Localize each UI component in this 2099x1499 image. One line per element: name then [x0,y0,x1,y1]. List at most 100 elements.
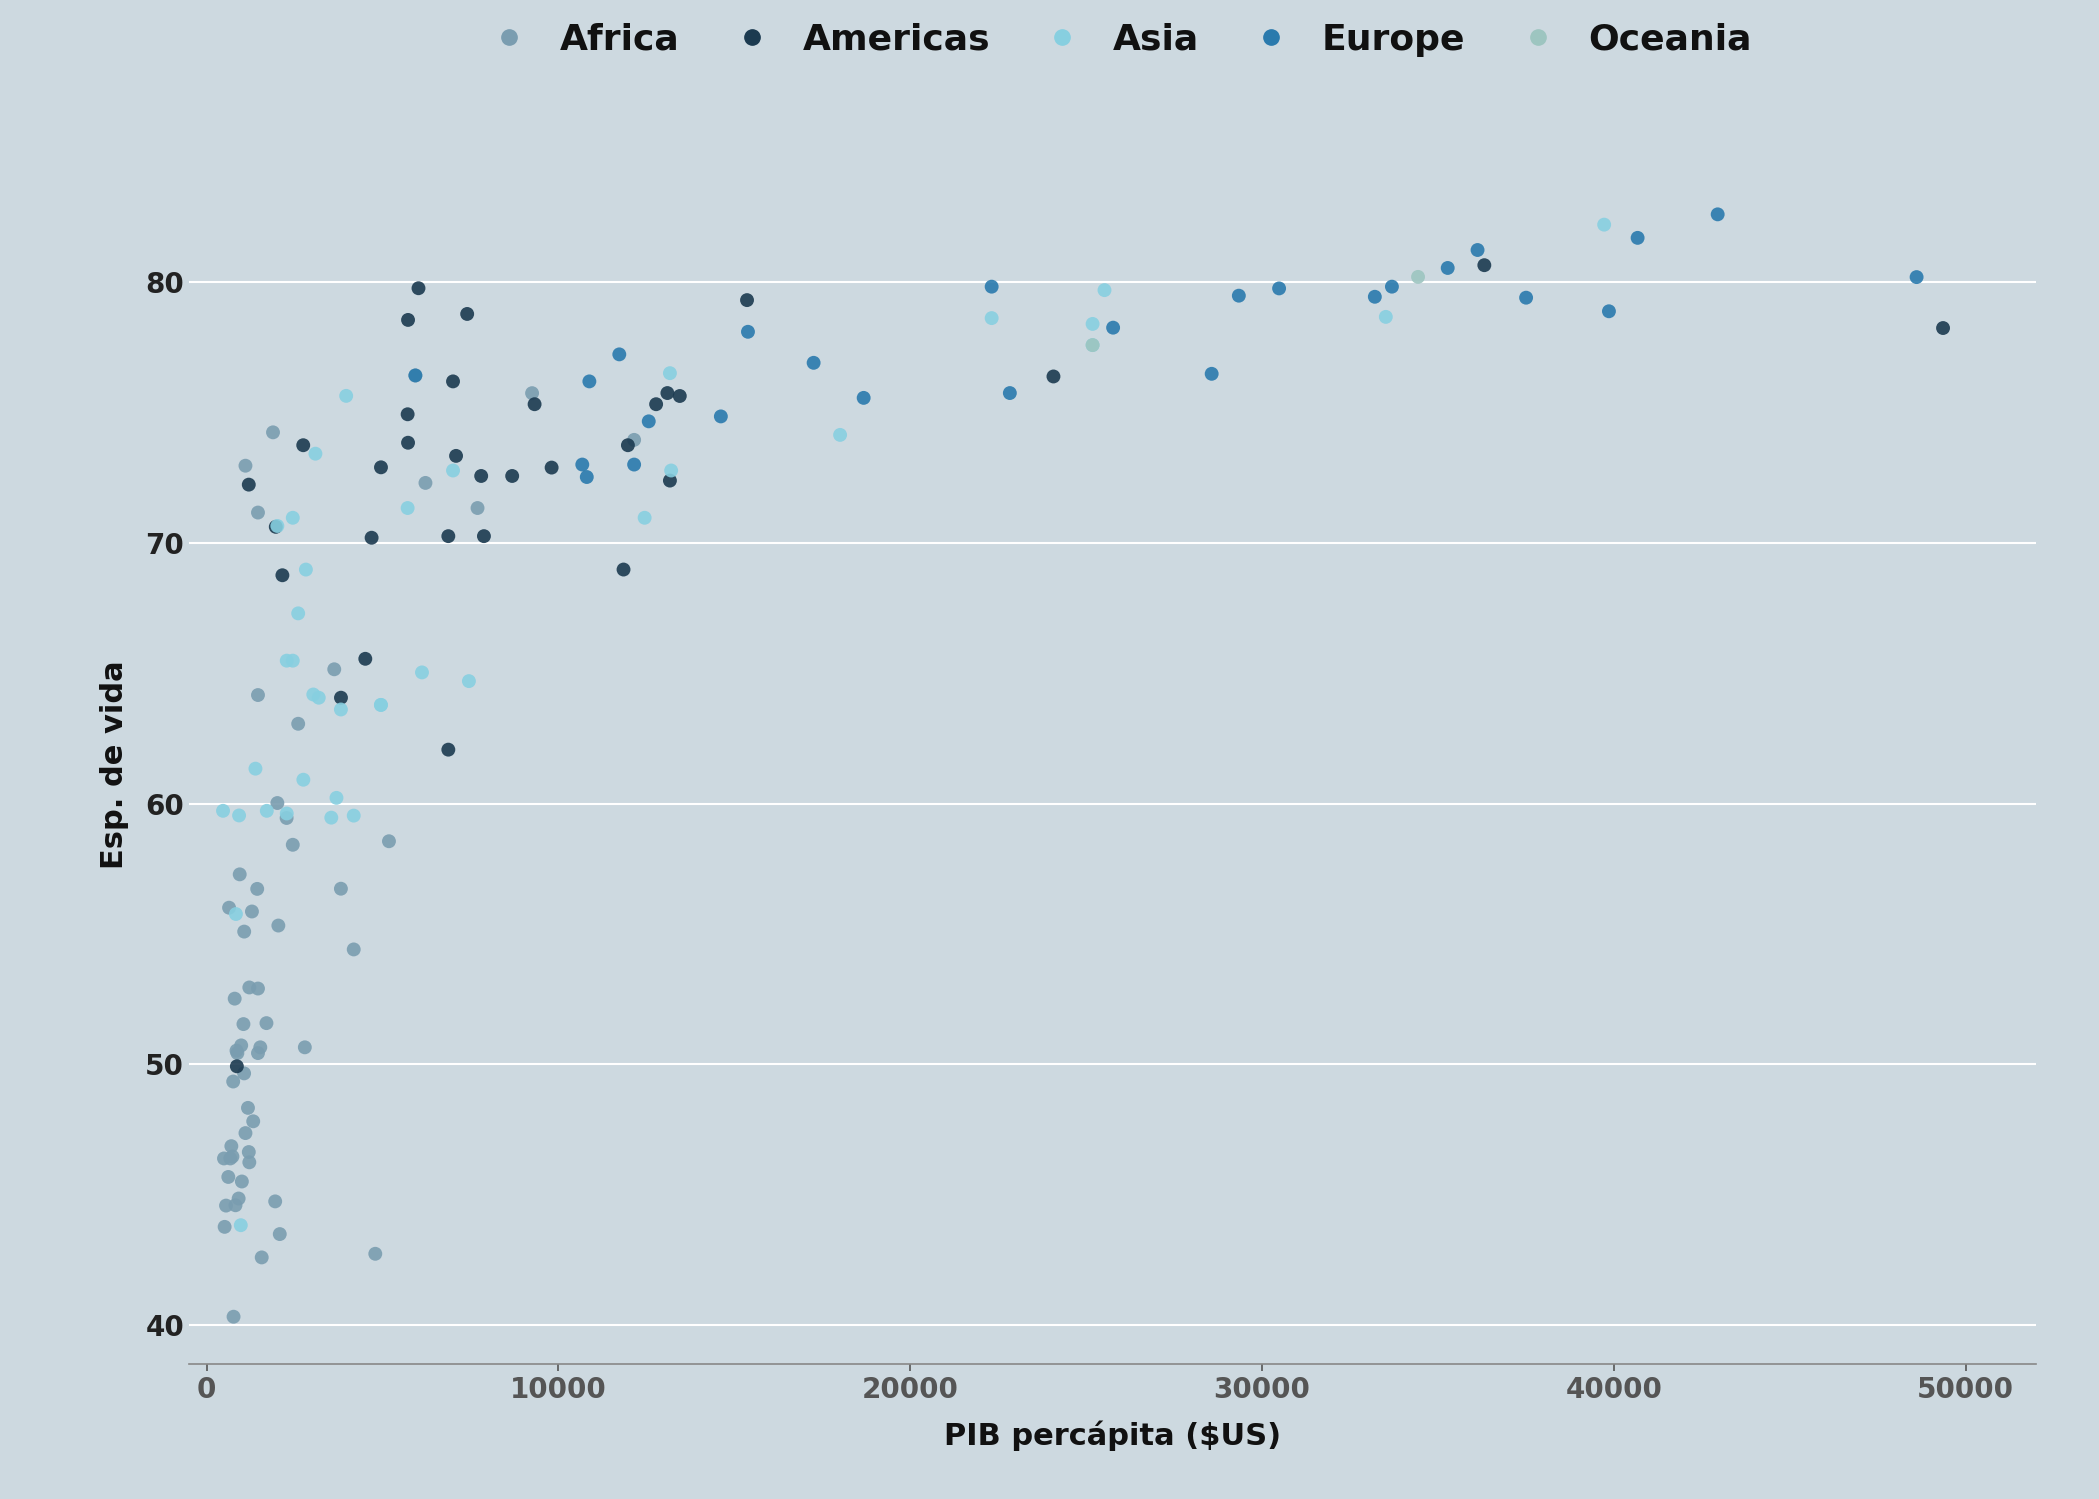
Point [1087,279,1121,303]
Point [1402,265,1436,289]
Point [399,363,432,387]
Point [573,369,607,393]
Point [243,1036,277,1060]
Point [330,384,363,408]
Point [355,526,388,550]
Point [401,276,434,300]
Point [239,757,273,781]
Point [216,1304,250,1328]
Point [653,469,686,493]
Point [323,877,357,901]
Point [317,657,351,681]
Point [703,405,737,429]
Point [1700,202,1734,226]
Point [1222,283,1255,307]
Y-axis label: Esp. de vida: Esp. de vida [99,660,128,869]
Point [241,501,275,525]
Point [1461,238,1494,262]
Point [628,505,661,529]
Point [1261,276,1295,300]
Point [262,913,296,937]
Point [399,363,432,387]
Point [302,685,336,709]
Point [246,1246,279,1270]
Point [281,601,315,625]
Point [1375,274,1408,298]
Point [730,319,764,343]
Point [1593,300,1627,324]
Legend: Africa, Americas, Asia, Europe, Oceania: Africa, Americas, Asia, Europe, Oceania [460,0,1765,70]
Point [208,1214,241,1238]
Point [338,937,372,961]
Point [1620,226,1654,250]
Point [823,423,856,447]
Point [640,393,674,417]
Point [260,791,294,815]
Point [1467,253,1501,277]
Point [451,301,485,325]
Point [220,1054,254,1078]
Point [214,1135,248,1159]
Point [319,785,353,809]
Point [275,505,309,529]
Point [372,829,405,853]
Point [275,649,309,673]
Point [208,1147,241,1171]
Point [227,919,260,943]
Point [405,661,439,685]
Point [258,514,292,538]
Point [439,444,472,468]
Point [241,1042,275,1066]
Point [653,361,686,385]
Point [730,288,764,312]
Point [216,1145,250,1169]
Point [225,1169,258,1193]
Point [323,697,357,721]
Point [225,1213,258,1237]
Point [298,442,332,466]
Point [390,402,424,426]
Point [1077,333,1110,357]
Point [271,649,304,673]
Point [663,384,697,408]
Point [241,877,275,901]
Point [468,525,502,549]
Point [462,496,495,520]
Point [617,427,651,451]
Point [432,525,466,549]
Point [365,693,399,717]
Point [655,459,688,483]
Point [1096,316,1129,340]
Point [231,1096,264,1120]
Point [846,385,879,409]
Point [235,899,269,923]
Point [250,799,283,823]
Point [1927,316,1960,340]
Point [363,693,397,717]
Point [212,896,246,920]
Point [409,471,443,495]
Point [390,307,424,331]
Point [220,1042,254,1066]
Point [365,456,399,480]
Point [602,342,636,366]
Point [1077,333,1110,357]
Point [338,803,372,827]
Point [1432,256,1465,280]
Point [271,806,304,830]
Point [611,433,644,457]
Point [237,1109,271,1133]
Point [993,381,1026,405]
Point [222,1187,256,1211]
Point [222,803,256,827]
Point [233,472,267,496]
Point [651,381,684,405]
Point [233,1150,267,1174]
Point [359,1241,393,1265]
Point [565,453,598,477]
Point [258,1189,292,1213]
Point [288,1036,321,1060]
Point [290,558,323,582]
Point [974,274,1008,298]
Point [432,738,466,761]
